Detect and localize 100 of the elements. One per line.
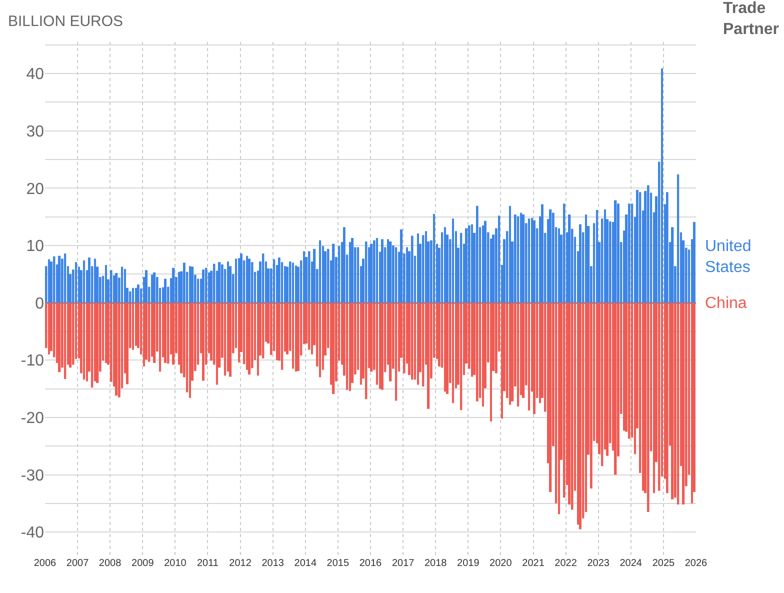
- bar: [417, 302, 419, 385]
- bar: [514, 214, 516, 303]
- bar: [121, 266, 124, 303]
- bar: [422, 235, 424, 303]
- bar: [617, 204, 620, 303]
- bar: [145, 270, 148, 303]
- bar: [666, 192, 668, 303]
- bar: [357, 247, 360, 303]
- bar: [48, 302, 50, 354]
- bar: [460, 232, 462, 303]
- bar: [490, 302, 492, 422]
- y-tick-label: 20: [26, 180, 44, 198]
- x-tick-label: 2006: [34, 558, 57, 569]
- bar: [677, 174, 680, 303]
- bar: [411, 236, 414, 303]
- bar: [495, 302, 498, 374]
- bar: [606, 302, 609, 456]
- bar: [476, 206, 478, 303]
- bar: [520, 212, 522, 303]
- bar: [349, 302, 351, 392]
- bar: [105, 302, 107, 363]
- bar: [628, 302, 630, 439]
- bar: [346, 302, 348, 390]
- bar: [135, 288, 137, 303]
- bar: [549, 302, 552, 492]
- bar: [682, 302, 685, 505]
- bar: [129, 291, 132, 303]
- bar: [311, 302, 313, 354]
- bar: [476, 302, 478, 402]
- bar: [148, 302, 150, 362]
- bar: [511, 302, 514, 402]
- bar: [281, 302, 284, 370]
- bar: [251, 262, 254, 303]
- y-tick-label: -40: [20, 524, 44, 542]
- bar: [83, 260, 86, 303]
- bar: [406, 247, 408, 303]
- bar: [666, 302, 668, 494]
- bar: [319, 240, 322, 303]
- bar: [427, 302, 430, 409]
- x-tick-label: 2023: [587, 558, 610, 569]
- bar: [235, 258, 238, 303]
- bar: [639, 192, 642, 303]
- bar: [370, 244, 373, 303]
- bar: [647, 302, 650, 512]
- bar: [289, 262, 292, 303]
- bar: [389, 302, 392, 382]
- y-tick-label: 30: [26, 123, 44, 140]
- bar: [392, 245, 394, 303]
- bar: [539, 302, 541, 404]
- bar: [563, 204, 566, 303]
- bar: [143, 302, 145, 366]
- bar: [72, 302, 74, 365]
- x-tick-label: 2022: [554, 558, 578, 569]
- bar: [75, 262, 77, 303]
- bar: [216, 302, 218, 385]
- bar: [509, 302, 511, 405]
- bar: [376, 302, 378, 385]
- bar: [248, 258, 251, 303]
- bar: [229, 302, 232, 377]
- bar: [351, 238, 354, 303]
- bar: [528, 218, 530, 303]
- bar: [208, 272, 210, 303]
- bar: [205, 268, 208, 303]
- bar: [278, 258, 280, 303]
- bar: [327, 248, 330, 303]
- bar: [349, 242, 351, 303]
- bar: [376, 238, 378, 303]
- bar: [460, 302, 462, 410]
- bar: [197, 278, 200, 303]
- bar: [528, 302, 530, 411]
- bar: [313, 248, 316, 303]
- x-tick-label: 2011: [196, 558, 219, 569]
- bar: [691, 302, 693, 504]
- bar: [658, 302, 660, 491]
- bar: [631, 204, 634, 303]
- bar: [623, 302, 625, 431]
- y-tick-label: -30: [20, 467, 44, 484]
- bar: [164, 278, 167, 303]
- bar: [221, 264, 224, 303]
- bar: [533, 302, 536, 414]
- bar: [577, 302, 579, 525]
- bar: [115, 302, 118, 396]
- bar: [178, 272, 180, 303]
- bar: [642, 302, 644, 491]
- series-label: United States: [705, 238, 752, 276]
- bar: [444, 302, 446, 392]
- bar: [446, 302, 449, 394]
- bar: [64, 254, 66, 303]
- bar: [471, 302, 473, 377]
- bar: [604, 209, 606, 303]
- bar: [381, 302, 384, 390]
- bar: [433, 214, 436, 303]
- bar: [58, 256, 61, 303]
- bar: [94, 258, 96, 303]
- bar: [693, 222, 696, 303]
- y-tick-label: 0: [35, 295, 44, 312]
- bar: [671, 302, 674, 500]
- bar: [64, 302, 66, 380]
- bar: [647, 185, 650, 303]
- bar: [91, 302, 94, 388]
